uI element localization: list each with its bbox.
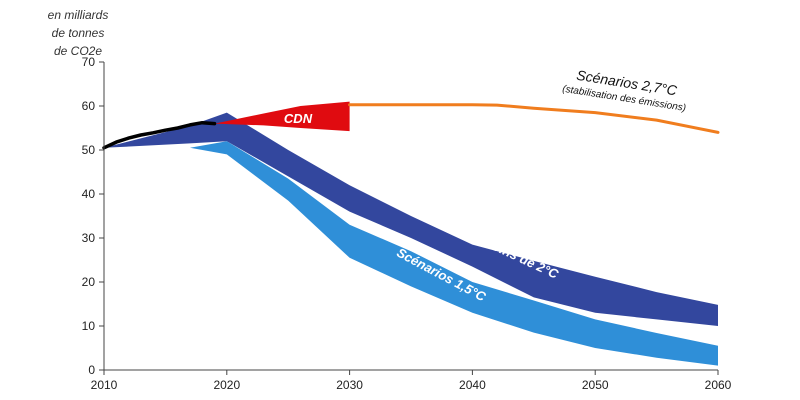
- y-tick-label: 60: [82, 99, 96, 113]
- y-tick-label: 70: [82, 55, 96, 69]
- cdn-band: [214, 101, 350, 132]
- y-tick-label: 20: [82, 275, 96, 289]
- y-axis-label-line-1: en milliards: [48, 8, 109, 22]
- cdn-label: CDN: [284, 111, 313, 126]
- y-tick-label: 40: [82, 187, 96, 201]
- scenarios-1-5-c-band: [190, 141, 718, 366]
- y-axis-label-line-3: de CO2e: [54, 44, 102, 58]
- scenarios-2-7-c-line: [348, 103, 720, 134]
- axes-group: [103, 62, 718, 371]
- historique-line: [102, 120, 217, 150]
- y-axis-label-line-2: de tonnes: [52, 26, 105, 40]
- x-tick-label: 2010: [91, 378, 118, 392]
- scenarios-moins-de-2-c-band: [104, 112, 718, 326]
- y-tick-label: 50: [82, 143, 96, 157]
- y-tick-label: 10: [82, 319, 96, 333]
- x-tick-label: 2050: [582, 378, 609, 392]
- x-tick-label: 2060: [705, 378, 732, 392]
- y-tick-label: 0: [88, 363, 95, 377]
- scenario-2-7-label-group: Scénarios 2,7°C (stabilisation des émiss…: [561, 67, 686, 114]
- x-tick-label: 2020: [213, 378, 240, 392]
- x-tick-label: 2040: [459, 378, 486, 392]
- y-tick-label: 30: [82, 231, 96, 245]
- cdn-label-group: CDN: [284, 111, 313, 126]
- x-tick-label: 2030: [336, 378, 363, 392]
- series-group: [102, 101, 720, 366]
